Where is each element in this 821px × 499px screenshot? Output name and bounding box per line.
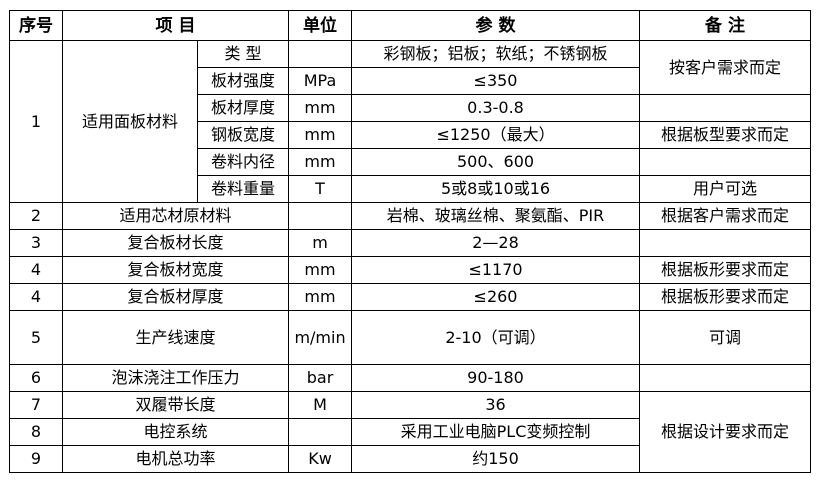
param: 2—28 bbox=[351, 229, 641, 257]
unit bbox=[288, 418, 353, 446]
param: 0.3-0.8 bbox=[351, 94, 641, 122]
row-no: 6 bbox=[9, 364, 63, 392]
sub-item: 卷料内径 bbox=[196, 148, 290, 176]
table-row: 钢板宽度 mm ≤1250（最大） 根据板型要求而定 bbox=[10, 121, 812, 149]
table-row: 4 复合板材宽度 mm ≤1170 根据板形要求而定 bbox=[9, 256, 812, 284]
sub-item: 钢板宽度 bbox=[196, 121, 290, 149]
unit: T bbox=[288, 175, 353, 203]
row-item: 生产线速度 bbox=[61, 310, 290, 365]
unit: MPa bbox=[288, 67, 353, 95]
param: 5或8或10或16 bbox=[351, 175, 641, 203]
table-row: 卷料内径 mm 500、600 bbox=[10, 148, 812, 176]
param: 500、600 bbox=[351, 148, 641, 176]
unit: mm bbox=[288, 121, 353, 149]
unit: m/min bbox=[288, 310, 353, 365]
remark: 根据设计要求而定 bbox=[639, 391, 812, 473]
remark: 根据客户需求而定 bbox=[639, 202, 812, 230]
remark: 根据板形要求而定 bbox=[639, 283, 812, 311]
table-row: 板材厚度 mm 0.3-0.8 bbox=[10, 94, 812, 122]
table-row: 8 电控系统 采用工业电脑PLC变频控制 bbox=[9, 418, 811, 446]
sub-item: 卷料重量 bbox=[196, 175, 290, 203]
table-row: 7 双履带长度 M 36 根据设计要求而定 bbox=[9, 391, 812, 473]
unit bbox=[288, 40, 353, 68]
remark: 按客户需求而定 bbox=[639, 40, 812, 95]
row-item: 双履带长度 bbox=[61, 391, 290, 419]
row-item: 复合板材长度 bbox=[61, 229, 290, 257]
table-row: 6 泡沫浇注工作压力 bar 90-180 bbox=[9, 364, 812, 392]
remark bbox=[639, 229, 812, 257]
row-no: 4 bbox=[9, 283, 63, 311]
unit: Kw bbox=[288, 445, 353, 473]
unit: m bbox=[288, 229, 353, 257]
remark: 用户可选 bbox=[639, 175, 812, 203]
unit: mm bbox=[288, 94, 353, 122]
row-no: 9 bbox=[9, 445, 63, 473]
row-item: 复合板材厚度 bbox=[61, 283, 290, 311]
unit bbox=[288, 202, 353, 230]
param: ≤260 bbox=[351, 283, 641, 311]
sub-item: 板材厚度 bbox=[196, 94, 290, 122]
spec-table: 序号 项 目 单位 参 数 备 注 1 适用面板材料 类 型 彩钢板；铝板；软纸… bbox=[9, 10, 812, 473]
header-remark: 备 注 bbox=[639, 10, 812, 41]
param: 2-10（可调） bbox=[351, 310, 641, 365]
header-row: 序号 项 目 单位 参 数 备 注 bbox=[9, 10, 812, 41]
unit: bar bbox=[288, 364, 353, 392]
row-item: 适用面板材料 bbox=[62, 40, 198, 203]
row-item: 电机总功率 bbox=[61, 445, 290, 473]
param: ≤1170 bbox=[351, 256, 641, 284]
row-item: 适用芯材原材料 bbox=[61, 202, 290, 230]
remark: 根据板型要求而定 bbox=[639, 121, 812, 149]
unit: mm bbox=[288, 256, 353, 284]
row-no: 7 bbox=[9, 391, 63, 419]
row-no: 2 bbox=[9, 202, 63, 230]
param: ≤350 bbox=[351, 67, 641, 95]
remark bbox=[639, 364, 812, 392]
remark bbox=[639, 94, 812, 122]
param: 36 bbox=[351, 391, 641, 419]
unit: M bbox=[288, 391, 353, 419]
unit: mm bbox=[288, 283, 353, 311]
param: ≤1250（最大） bbox=[351, 121, 641, 149]
unit: mm bbox=[288, 148, 353, 176]
row-item: 复合板材宽度 bbox=[61, 256, 290, 284]
remark bbox=[639, 148, 812, 176]
sub-item: 类 型 bbox=[196, 40, 290, 68]
remark: 根据板形要求而定 bbox=[639, 256, 812, 284]
row-no: 5 bbox=[9, 310, 63, 365]
table-row: 5 生产线速度 m/min 2-10（可调） 可调 bbox=[9, 310, 812, 365]
sub-item: 板材强度 bbox=[196, 67, 290, 95]
table-row: 4 复合板材厚度 mm ≤260 根据板形要求而定 bbox=[9, 283, 812, 311]
header-item: 项 目 bbox=[61, 10, 290, 41]
row-no: 4 bbox=[9, 256, 63, 284]
header-no: 序号 bbox=[9, 10, 63, 41]
row-item: 电控系统 bbox=[61, 418, 290, 446]
header-unit: 单位 bbox=[288, 10, 353, 41]
param: 彩钢板；铝板；软纸；不锈钢板 bbox=[351, 40, 641, 68]
row-item: 泡沫浇注工作压力 bbox=[61, 364, 290, 392]
row-no: 3 bbox=[9, 229, 63, 257]
param: 采用工业电脑PLC变频控制 bbox=[351, 418, 641, 446]
table-row: 1 适用面板材料 类 型 彩钢板；铝板；软纸；不锈钢板 按客户需求而定 bbox=[9, 40, 812, 203]
param: 90-180 bbox=[351, 364, 641, 392]
remark: 可调 bbox=[639, 310, 812, 365]
table-row: 2 适用芯材原材料 岩棉、玻璃丝棉、聚氨酯、PIR 根据客户需求而定 bbox=[9, 202, 812, 230]
table-row: 9 电机总功率 Kw 约150 bbox=[9, 445, 811, 473]
table-row: 3 复合板材长度 m 2—28 bbox=[9, 229, 812, 257]
header-param: 参 数 bbox=[351, 10, 641, 41]
param: 约150 bbox=[351, 445, 641, 473]
row-no: 8 bbox=[9, 418, 63, 446]
param: 岩棉、玻璃丝棉、聚氨酯、PIR bbox=[351, 202, 641, 230]
row-no: 1 bbox=[9, 40, 63, 203]
